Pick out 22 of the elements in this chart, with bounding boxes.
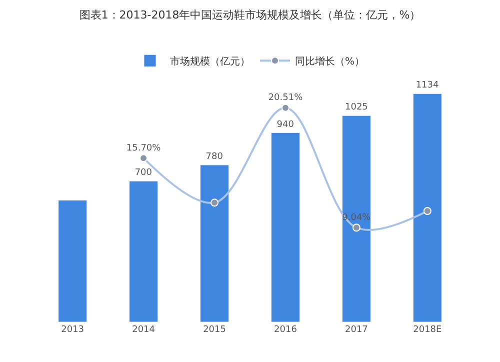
data-label: 940 — [276, 120, 294, 130]
data-label: 1134 — [416, 80, 440, 91]
legend-label: 同比增长（%） — [295, 56, 365, 68]
data-label: 20.51% — [268, 93, 304, 104]
x-tick-label: 2016 — [274, 325, 298, 335]
bar — [412, 93, 442, 322]
data-label: 780 — [206, 152, 224, 162]
chart-title: 图表1：2013-2018年中国运动鞋市场规模及增长（单位：亿元，%） — [79, 8, 421, 22]
data-label: 1025 — [345, 102, 368, 113]
legend-label: 市场规模（亿元） — [170, 56, 250, 68]
bar — [271, 132, 300, 322]
x-tick-label: 2018E — [413, 325, 442, 335]
bar — [129, 180, 158, 322]
x-tick-label: 2017 — [344, 325, 368, 335]
x-tick-label: 2015 — [203, 325, 226, 335]
x-tick-label: 2014 — [132, 325, 156, 335]
x-tick-label: 2013 — [61, 325, 84, 335]
bar — [200, 164, 229, 322]
data-label: 15.70% — [126, 143, 162, 154]
bar — [58, 200, 88, 322]
bar — [342, 115, 371, 322]
data-label: 700 — [134, 168, 152, 178]
